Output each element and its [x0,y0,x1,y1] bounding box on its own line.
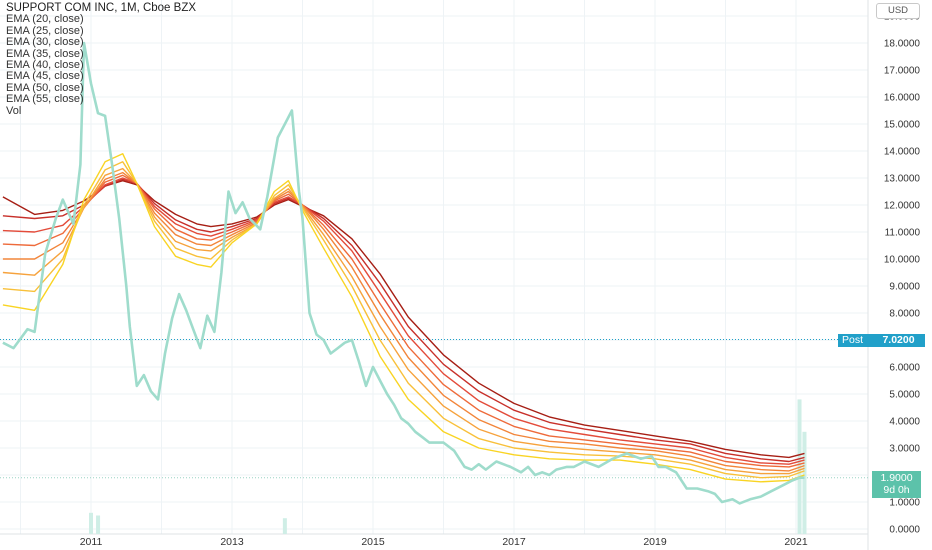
y-tick-label: 13.0000 [884,174,921,185]
x-tick-label: 2021 [784,536,808,548]
grid-lines [0,0,869,550]
x-tick-label: 2013 [220,536,244,548]
y-tick-label: 0.0000 [889,525,920,536]
y-tick-label: 4.0000 [889,417,920,428]
volume-bar [802,431,807,534]
last-price-value: 1.9000 [880,472,913,484]
bar-countdown: 9d 0h [883,483,910,496]
y-tick-label: 9.0000 [889,282,920,293]
x-axis: 2011 2013 2015 2017 2019 2021 [80,536,808,548]
price-series-line [2,41,805,505]
volume-bar [96,515,101,534]
volume-bar [282,518,287,534]
y-tick-label: 15.0000 [884,120,921,131]
ema-series-line [2,178,805,463]
ema-series-line [2,171,805,472]
x-tick-label: 2017 [502,536,526,548]
y-tick-label: 17.0000 [884,66,921,77]
y-tick-label: 11.0000 [885,228,921,239]
ema-series-line [2,177,805,465]
post-marker-label: Post [838,334,876,347]
x-tick-label: 2011 [80,536,103,548]
legend-item[interactable]: EMA (40, close) [6,59,84,72]
y-tick-label: 14.0000 [884,147,921,158]
y-tick-label: 8.0000 [889,309,920,320]
y-tick-label: 12.0000 [884,201,921,212]
chart-series [2,41,805,505]
x-tick-label: 2015 [361,536,385,548]
y-tick-label: 10.0000 [884,255,921,266]
chart-legend: SUPPORT COM INC, 1M, Cboe BZX EMA (20, c… [6,2,197,117]
legend-item[interactable]: EMA (45, close) [6,70,84,83]
y-tick-label: 1.0000 [889,498,920,509]
legend-item[interactable]: EMA (35, close) [6,47,84,60]
y-tick-label: 3.0000 [889,444,920,455]
y-tick-label: 6.0000 [889,363,920,374]
volume-bar [89,512,93,534]
y-tick-label: 18.0000 [884,39,921,50]
legend-item[interactable]: Vol [6,104,22,117]
legend-item[interactable]: EMA (30, close) [6,36,84,49]
y-tick-label: 5.0000 [889,390,920,401]
post-marker-value: 7.0200 [872,334,925,347]
ema-series-line [2,174,805,468]
y-axis: 0.0000 1.0000 3.0000 4.0000 5.0000 6.0000 8.00… [884,12,921,536]
legend-item[interactable]: EMA (25, close) [6,24,84,37]
last-price-tag: 1.9000 9d 0h [872,471,921,498]
legend-item[interactable]: EMA (20, close) [6,13,84,26]
legend-item[interactable]: EMA (55, close) [6,93,84,106]
ema-series-line [2,167,805,475]
legend-title[interactable]: SUPPORT COM INC, 1M, Cboe BZX [6,2,197,14]
ema-series-line [2,152,805,483]
currency-button[interactable]: USD [876,3,920,19]
y-tick-label: 16.0000 [884,93,921,104]
x-tick-label: 2019 [643,536,667,548]
ema-series-line [2,161,805,479]
legend-item[interactable]: EMA (50, close) [6,81,84,94]
